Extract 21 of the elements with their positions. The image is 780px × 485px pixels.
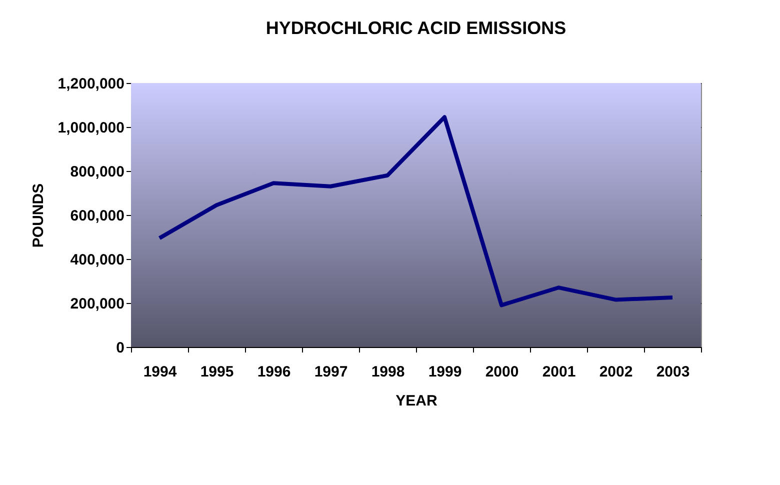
- y-axis-title: POUNDS: [30, 183, 47, 248]
- x-tick-label: 1994: [143, 364, 178, 380]
- x-axis-title: YEAR: [396, 392, 438, 410]
- chart-title: HYDROCHLORIC ACID EMISSIONS: [266, 18, 566, 38]
- y-tick-label: 1,000,000: [58, 120, 124, 136]
- y-tick-label: 0: [116, 340, 124, 356]
- y-tick-label: 600,000: [70, 208, 124, 224]
- x-tick-label: 1996: [257, 364, 291, 380]
- x-tick-label: 1997: [314, 364, 348, 380]
- x-tick-label: 2001: [542, 364, 576, 380]
- y-tick-label: 400,000: [70, 252, 124, 268]
- x-tick-label: 2003: [656, 364, 690, 380]
- x-tick-label: 1995: [200, 364, 234, 380]
- line-series: [158, 115, 674, 308]
- x-tick-label: 2002: [599, 364, 633, 380]
- x-tick-label: 1999: [428, 364, 462, 380]
- y-tick-label: 200,000: [70, 296, 124, 312]
- y-tick-label: 800,000: [70, 164, 124, 180]
- y-tick-label: 1,200,000: [58, 76, 124, 92]
- x-tick-label: 2000: [485, 364, 519, 380]
- x-tick-label: 1998: [371, 364, 405, 380]
